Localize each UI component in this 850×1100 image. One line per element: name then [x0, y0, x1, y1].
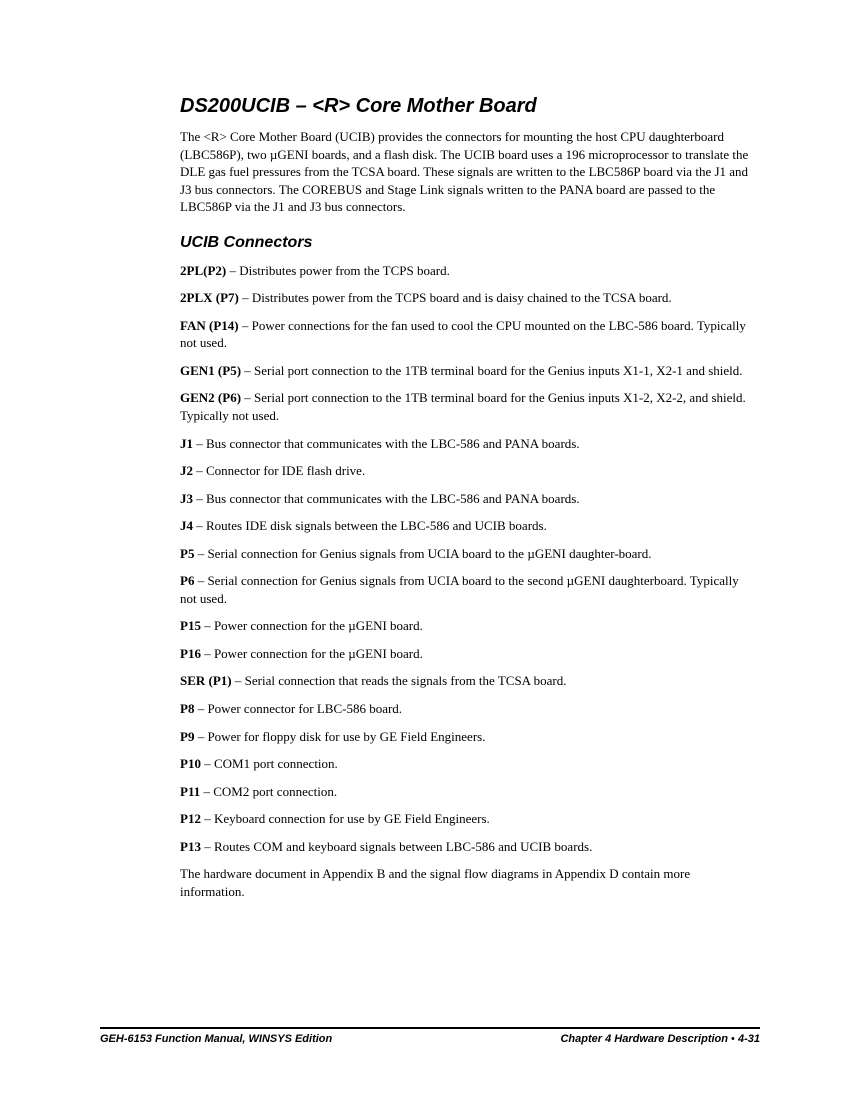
connector-description: – Power connector for LBC-586 board.: [194, 701, 402, 716]
connector-label: P12: [180, 811, 201, 826]
connector-label: GEN1 (P5): [180, 363, 241, 378]
connector-entry: P16 – Power connection for the µGENI boa…: [180, 645, 750, 663]
connector-description: – Bus connector that communicates with t…: [193, 436, 580, 451]
connector-description: – Serial port connection to the 1TB term…: [180, 390, 746, 423]
connector-description: – Connector for IDE flash drive.: [193, 463, 365, 478]
connector-label: P8: [180, 701, 194, 716]
connector-entry: P8 – Power connector for LBC-586 board.: [180, 700, 750, 718]
footer-left: GEH-6153 Function Manual, WINSYS Edition: [100, 1033, 332, 1045]
connector-label: P10: [180, 756, 201, 771]
connector-entry: 2PLX (P7) – Distributes power from the T…: [180, 289, 750, 307]
connector-label: 2PL(P2): [180, 263, 226, 278]
connector-label: GEN2 (P6): [180, 390, 241, 405]
connector-entry: P9 – Power for floppy disk for use by GE…: [180, 728, 750, 746]
page-footer: GEH-6153 Function Manual, WINSYS Edition…: [100, 1027, 760, 1045]
connector-label: P15: [180, 618, 201, 633]
connector-entry: SER (P1) – Serial connection that reads …: [180, 672, 750, 690]
connector-entry: J1 – Bus connector that communicates wit…: [180, 435, 750, 453]
connector-description: – Bus connector that communicates with t…: [193, 491, 580, 506]
connector-label: J2: [180, 463, 193, 478]
connector-label: J1: [180, 436, 193, 451]
connector-label: 2PLX (P7): [180, 290, 239, 305]
connector-entry: GEN1 (P5) – Serial port connection to th…: [180, 362, 750, 380]
connector-entry: GEN2 (P6) – Serial port connection to th…: [180, 389, 750, 424]
connector-entry: P5 – Serial connection for Genius signal…: [180, 545, 750, 563]
footer-page-number: 4-31: [738, 1033, 760, 1045]
connector-entry: FAN (P14) – Power connections for the fa…: [180, 317, 750, 352]
connector-description: – Power connection for the µGENI board.: [201, 646, 423, 661]
connector-description: – Keyboard connection for use by GE Fiel…: [201, 811, 490, 826]
connectors-list: 2PL(P2) – Distributes power from the TCP…: [180, 262, 750, 856]
footer-right: Chapter 4 Hardware Description • 4-31: [560, 1033, 760, 1045]
connector-label: SER (P1): [180, 673, 232, 688]
closing-paragraph: The hardware document in Appendix B and …: [180, 865, 750, 900]
connector-description: – Power connections for the fan used to …: [180, 318, 746, 351]
connector-description: – Serial connection for Genius signals f…: [194, 546, 651, 561]
connector-entry: J3 – Bus connector that communicates wit…: [180, 490, 750, 508]
intro-paragraph: The <R> Core Mother Board (UCIB) provide…: [180, 128, 750, 216]
footer-chapter: Chapter 4 Hardware Description: [560, 1033, 728, 1045]
connector-label: J3: [180, 491, 193, 506]
connector-entry: P10 – COM1 port connection.: [180, 755, 750, 773]
connector-description: – Serial port connection to the 1TB term…: [241, 363, 742, 378]
connector-entry: P11 – COM2 port connection.: [180, 783, 750, 801]
connector-label: J4: [180, 518, 193, 533]
connector-description: – Distributes power from the TCPS board …: [239, 290, 672, 305]
footer-bullet-icon: •: [731, 1033, 738, 1045]
connector-entry: P12 – Keyboard connection for use by GE …: [180, 810, 750, 828]
connector-description: – COM1 port connection.: [201, 756, 338, 771]
connector-description: – Routes COM and keyboard signals betwee…: [201, 839, 592, 854]
connector-label: P6: [180, 573, 194, 588]
connector-description: – Serial connection that reads the signa…: [232, 673, 567, 688]
connector-description: – Serial connection for Genius signals f…: [180, 573, 739, 606]
connector-entry: 2PL(P2) – Distributes power from the TCP…: [180, 262, 750, 280]
connector-label: P9: [180, 729, 194, 744]
connector-label: P16: [180, 646, 201, 661]
connector-entry: P15 – Power connection for the µGENI boa…: [180, 617, 750, 635]
page-title: DS200UCIB – <R> Core Mother Board: [180, 95, 750, 118]
connector-entry: J2 – Connector for IDE flash drive.: [180, 462, 750, 480]
connector-entry: P13 – Routes COM and keyboard signals be…: [180, 838, 750, 856]
connector-description: – COM2 port connection.: [200, 784, 337, 799]
connector-label: P13: [180, 839, 201, 854]
connectors-heading: UCIB Connectors: [180, 234, 750, 252]
connector-label: P5: [180, 546, 194, 561]
connector-entry: P6 – Serial connection for Genius signal…: [180, 572, 750, 607]
connector-description: – Routes IDE disk signals between the LB…: [193, 518, 547, 533]
connector-label: FAN (P14): [180, 318, 239, 333]
connector-description: – Power for floppy disk for use by GE Fi…: [194, 729, 485, 744]
connector-entry: J4 – Routes IDE disk signals between the…: [180, 517, 750, 535]
connector-label: P11: [180, 784, 200, 799]
connector-description: – Distributes power from the TCPS board.: [226, 263, 450, 278]
connector-description: – Power connection for the µGENI board.: [201, 618, 423, 633]
